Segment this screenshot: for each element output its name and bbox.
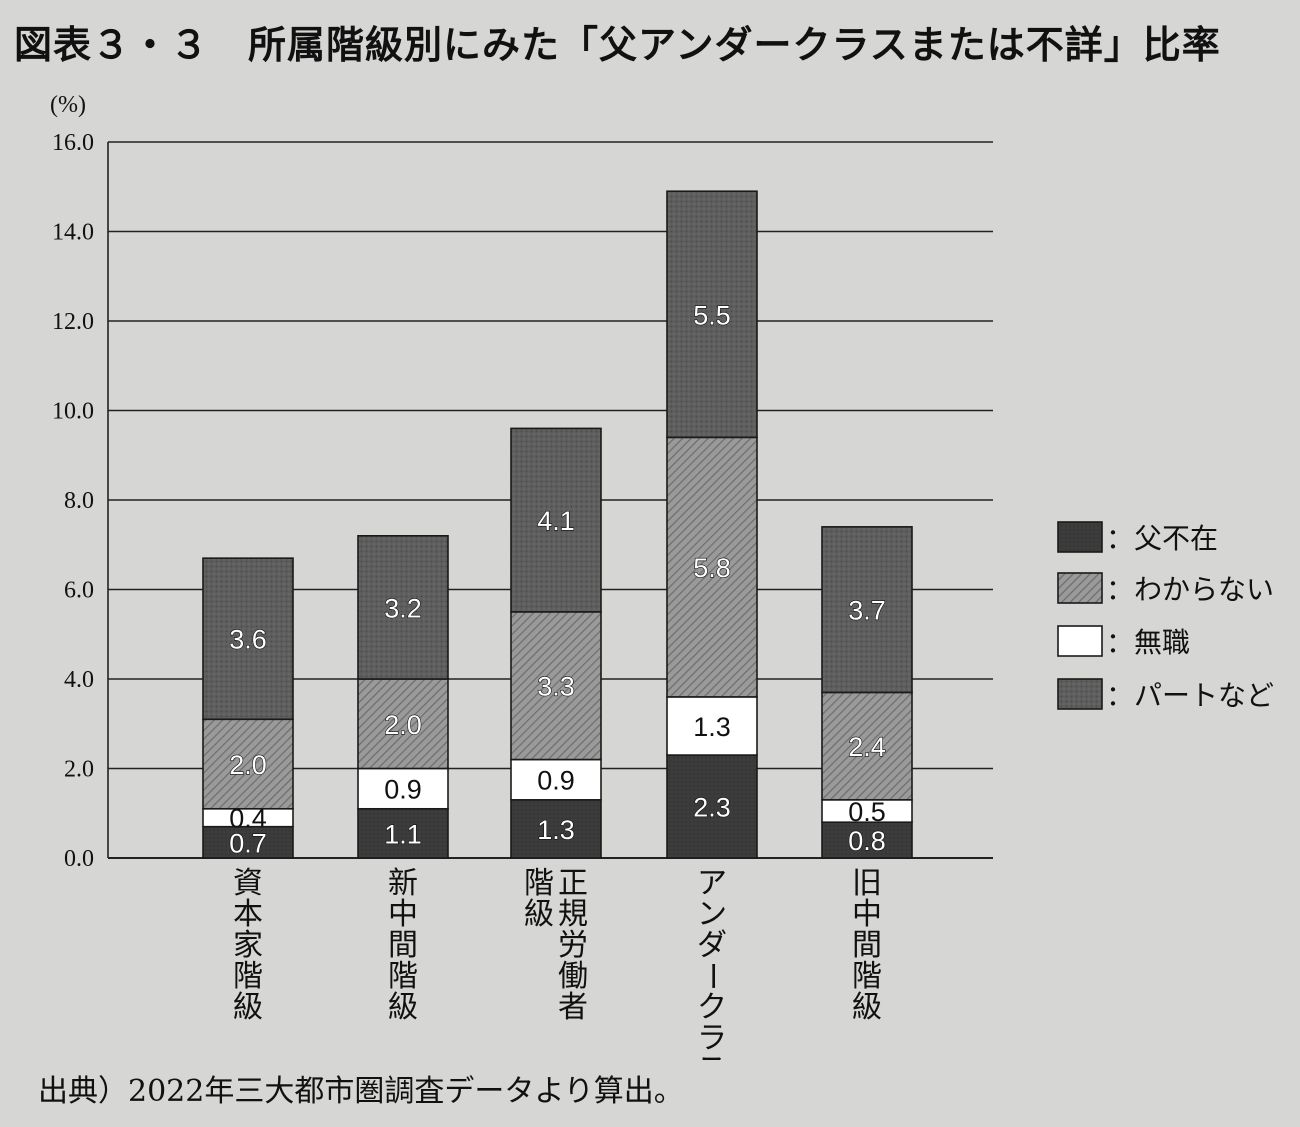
source-note: 出典）2022年三大都市圏調査データより算出。: [38, 1074, 684, 1109]
bar-segment: [510, 427, 602, 613]
bar-segment: [357, 534, 449, 680]
bar-segment: [666, 436, 758, 698]
category-labels-layer: 資本家階級新中間階級正規労働者階級アンダークラス旧中間階級: [233, 866, 882, 1060]
bar-value-label: 4.1: [537, 506, 575, 536]
category-label-char: 階: [388, 959, 418, 994]
bar-segment: [202, 718, 294, 810]
legend-swatch: [1057, 521, 1103, 553]
bar-value-label: 2.0: [384, 710, 422, 740]
bar-value-label: 0.7: [229, 828, 267, 858]
y-unit-label: (%): [50, 92, 86, 118]
y-tick-label: 16.0: [52, 130, 94, 156]
category-label-char: 級: [388, 990, 418, 1025]
y-tick-label: 6.0: [64, 578, 94, 604]
bar-segment: [202, 557, 294, 721]
legend-swatch: [1057, 572, 1103, 604]
value-labels-layer: 0.70.4 2.0 3.6 1.1 0.9 2.0 3.2 1.3 0.9 3.3 4.1 2.3 1…: [229, 300, 887, 859]
category-label-char: ン: [697, 897, 727, 932]
bar-value-label: 5.8: [693, 553, 731, 583]
bar-value-label: 3.7: [848, 596, 886, 626]
bar-segment: [510, 758, 602, 801]
legend-label: ：わからない: [1106, 573, 1274, 606]
y-tick-label: 2.0: [64, 757, 94, 783]
category-label-char: 働: [558, 959, 588, 994]
category-label-char: 間: [388, 928, 418, 963]
category-label-char: ア: [697, 866, 727, 901]
category-label-char: 階: [233, 959, 263, 994]
bar-value-label: 0.8: [848, 826, 886, 856]
category-label-char: 者: [558, 990, 588, 1025]
y-tick-label: 12.0: [52, 309, 94, 335]
bar-segment: [666, 754, 758, 859]
bar-segment: [821, 691, 913, 801]
bar-segment: [357, 807, 449, 859]
category-label-char: 正: [558, 866, 588, 901]
bar-value-label: 1.1: [384, 819, 422, 849]
category-label-char: ダ: [697, 928, 727, 963]
legend-label: ：無職: [1106, 626, 1190, 659]
bar-value-label: 5.5: [693, 300, 731, 330]
legend: ：父不在 ：わからない ：無職 ：パートなど: [1057, 521, 1274, 712]
bar-value-label: 1.3: [537, 815, 575, 845]
category-label-char: 間: [852, 928, 882, 963]
category-label-char: 旧: [852, 866, 882, 901]
bar-value-label: 2.3: [693, 793, 731, 823]
category-label-char: ー: [694, 961, 729, 991]
bar-value-label: 0.4: [229, 804, 267, 834]
bar-value-label: 0.9: [537, 766, 575, 796]
y-tick-label: 10.0: [52, 399, 94, 425]
stacked-bar-chart: 0.02.04.06.08.010.012.014.016.0(%) 0.70.…: [50, 92, 1274, 1060]
bar-value-label: 0.5: [848, 797, 886, 827]
category-label-char: 労: [558, 928, 588, 963]
bar-value-label: 2.0: [229, 750, 267, 780]
legend-label: ：父不在: [1106, 522, 1218, 555]
y-tick-label: 0.0: [64, 846, 94, 872]
bar-segment: [357, 767, 449, 810]
category-label-char: 新: [388, 866, 418, 901]
bar-value-label: 3.3: [537, 672, 575, 702]
bar-value-label: 0.9: [384, 775, 422, 805]
category-label-char: 中: [852, 897, 882, 932]
bar-segment: [821, 821, 913, 859]
category-label-char: ク: [697, 990, 727, 1025]
bar-segment: [357, 678, 449, 770]
bar-segment: [666, 696, 758, 756]
legend-label: ：パートなど: [1106, 679, 1274, 712]
bar-segment: [666, 190, 758, 439]
category-label-char: 級: [524, 897, 554, 932]
y-tick-label: 4.0: [64, 667, 94, 693]
legend-swatch: [1057, 678, 1103, 710]
y-tick-label: 14.0: [52, 220, 94, 246]
category-label-char: 規: [558, 897, 588, 932]
category-label-char: 家: [233, 928, 263, 963]
category-label-char: 中: [388, 897, 418, 932]
category-label-char: 階: [524, 866, 554, 901]
y-tick-label: 8.0: [64, 488, 94, 514]
figure-title: 図表３・３ 所属階級別にみた「父アンダークラスまたは不詳」比率: [14, 23, 1221, 67]
legend-swatch: [1057, 625, 1103, 657]
category-label-char: 級: [852, 990, 882, 1025]
bars-layer: [202, 190, 913, 859]
bar-value-label: 2.4: [848, 732, 886, 762]
bar-segment: [510, 611, 602, 761]
bar-segment: [510, 799, 602, 859]
bar-value-label: 3.2: [384, 593, 422, 623]
category-label-char: ラ: [697, 1021, 727, 1056]
bar-value-label: 3.6: [229, 625, 267, 655]
bar-segment: [821, 526, 913, 694]
category-label-char: 本: [233, 897, 263, 932]
bar-value-label: 1.3: [693, 712, 731, 742]
category-label-char: 級: [233, 990, 263, 1025]
category-label-char: 階: [852, 959, 882, 994]
category-label-char: 資: [233, 866, 263, 901]
category-label-char: ス: [697, 1052, 727, 1060]
